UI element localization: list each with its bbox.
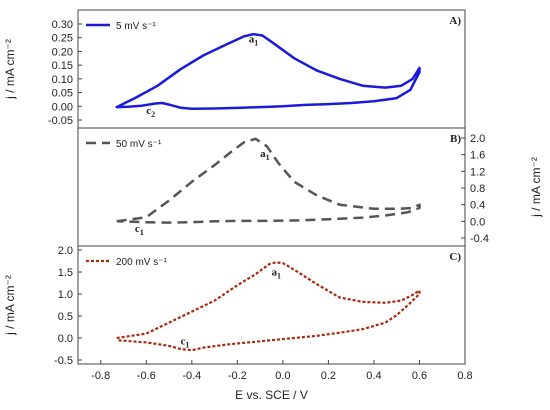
panel-b-peak-annotation: a1 — [260, 148, 270, 162]
panel-a-peak-annotation: c2 — [146, 105, 155, 119]
panel-b-y-tick-label: 0.4 — [470, 200, 485, 212]
panel-a-series-line — [115, 32, 421, 111]
panel-a-y-tick-label: 0.00 — [52, 101, 73, 113]
panel-c-y-tick-label: 2.0 — [58, 245, 73, 257]
panel-a-y-tick-label: 0.05 — [52, 88, 73, 100]
panel-c-y-tick-label: 1.5 — [58, 267, 73, 279]
panel-a-peak-annotation: a1 — [249, 34, 259, 48]
x-tick-label: 0.0 — [275, 370, 290, 382]
ticks-layer — [78, 23, 466, 364]
x-tick-label: 0.2 — [321, 370, 336, 382]
panel-c-y-tick-label: -0.5 — [54, 355, 73, 367]
panel-b-label: B) — [450, 133, 461, 145]
x-tick-label: -0.2 — [228, 370, 247, 382]
x-tick-label: -0.8 — [91, 370, 110, 382]
panel-a-y-tick-label: 0.30 — [52, 19, 73, 31]
panel-b-legend-label: 50 mV s⁻¹ — [116, 139, 162, 150]
panel-c-y-tick-label: 0.0 — [58, 333, 73, 345]
x-tick-label: -0.6 — [137, 370, 156, 382]
x-tick-label: 0.6 — [412, 370, 427, 382]
panel-c-frame — [77, 245, 466, 365]
panel-c-y-axis-label: j / mA cm⁻² — [3, 275, 17, 336]
x-tick-label: -0.4 — [182, 370, 201, 382]
panel-a-legend-label: 5 mV s⁻¹ — [116, 21, 156, 32]
panel-a-y-tick-label: 0.25 — [52, 33, 73, 45]
panel-b-y-tick-label: 0.0 — [470, 216, 485, 228]
x-axis-label: E vs. SCE / V — [235, 388, 308, 402]
panel-a-y-tick-label: -0.05 — [48, 115, 73, 127]
x-tick-label: 0.8 — [457, 370, 472, 382]
panel-a-label: A) — [449, 15, 461, 27]
panel-c-label: C) — [449, 251, 461, 263]
panel-b-y-tick-label: 1.2 — [470, 166, 485, 178]
panel-a-y-tick-label: 0.10 — [52, 74, 73, 86]
panel-c-y-tick-label: 1.0 — [58, 289, 73, 301]
panel-b-y-axis-label: j / mA cm⁻² — [529, 157, 543, 218]
labels-layer: 0.30 0.250.20 0.15 0.10 0.050.00 -0.05 j / mA … — [3, 15, 543, 402]
panel-b-y-tick-label: -0.4 — [470, 233, 489, 245]
panel-b-y-tick-label: 1.6 — [470, 150, 485, 162]
panel-b-y-tick-label: 2.0 — [470, 133, 485, 145]
panel-c-peak-annotation: a1 — [272, 267, 282, 281]
panel-a-y-axis-label: j / mA cm⁻² — [3, 39, 17, 100]
panel-c-series-line — [116, 261, 421, 352]
panel-c-y-tick-label: 0.5 — [58, 311, 73, 323]
panel-a-y-tick-label: 0.15 — [52, 60, 73, 72]
curves-layer — [86, 23, 421, 352]
panel-c-legend-label: 200 mV s⁻¹ — [116, 257, 168, 268]
panel-c-peak-annotation: c1 — [180, 336, 189, 350]
panel-b-y-tick-label: 0.8 — [470, 183, 485, 195]
x-tick-label: 0.4 — [366, 370, 381, 382]
panel-b-peak-annotation: c1 — [135, 223, 144, 237]
panel-b-series-line — [116, 137, 421, 224]
panel-a-y-tick-label: 0.20 — [52, 46, 73, 58]
